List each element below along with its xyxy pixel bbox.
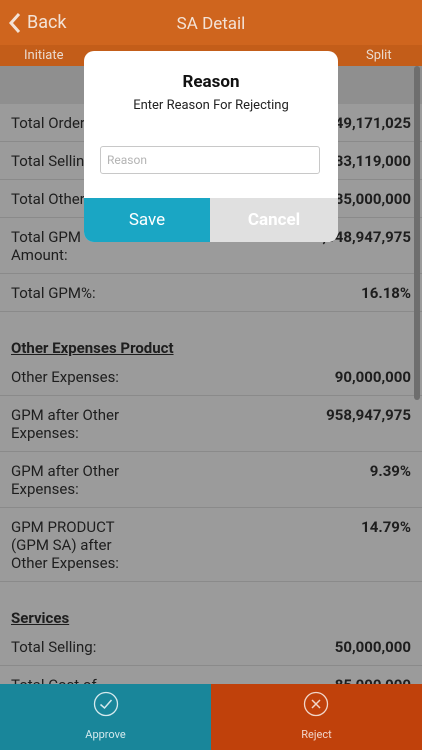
save-button[interactable]: Save <box>84 198 210 242</box>
footer: Approve Reject <box>0 684 422 750</box>
row-value: 90,000,000 <box>334 368 411 386</box>
cancel-button[interactable]: Cancel <box>210 198 338 242</box>
row-label: Total GPM%: <box>11 284 96 302</box>
label-line: Total GPM%: <box>11 284 96 302</box>
label-line: Total Orderi <box>11 114 89 132</box>
label-line: GPM PRODUCT <box>11 518 115 536</box>
section-title: Other Expenses Product <box>11 339 174 357</box>
row-value: 1,048,947,975 <box>313 228 411 246</box>
dialog-title: Reason <box>182 72 240 92</box>
header: Back SA Detail <box>0 0 422 45</box>
row-label: GPM after Other Expenses: <box>11 406 119 442</box>
row-value: 83,119,000 <box>334 152 411 170</box>
row: Total GPM Amount: 1,048,947,975 <box>0 218 422 274</box>
row-value: 85,000,000 <box>334 190 411 208</box>
reason-input[interactable]: Reason <box>100 146 320 174</box>
label-line: GPM after Other <box>11 406 120 424</box>
dialog: Reason Enter Reason For Rejecting Reason… <box>84 51 338 242</box>
label-line: Total GPM <box>11 228 81 246</box>
row-value: 16.18% <box>361 284 411 302</box>
row: GPM after Other Expenses: 9.39% <box>0 452 422 508</box>
row-label: Total Sellin <box>11 152 84 170</box>
row-value: 49,171,025 <box>334 114 411 132</box>
row-label: Other Expenses: <box>11 368 119 386</box>
label-line: (GPM SA) after <box>11 536 112 554</box>
label-line: Total Sellin <box>11 152 85 170</box>
title: SA Detail <box>176 14 246 34</box>
row-value: 14.79% <box>361 518 411 536</box>
row: Other Expenses: 90,000,000 <box>0 358 422 396</box>
placeholder: Reason <box>107 153 147 167</box>
back-icon[interactable] <box>8 12 22 34</box>
reject-label: Reject <box>301 728 332 741</box>
section-title: Services <box>11 609 70 627</box>
row: GPM after Other Expenses: 958,947,975 <box>0 396 422 452</box>
label-line: Total Cost of <box>11 676 97 684</box>
tab[interactable]: Initiate <box>24 48 64 63</box>
row: Total Selling: 50,000,000 <box>0 628 422 666</box>
label-line: Expenses: <box>11 424 79 442</box>
label-line: Expenses: <box>11 480 79 498</box>
row-value: 9.39% <box>369 462 411 480</box>
row-label: GPM after Other Expenses: <box>11 462 119 498</box>
scrollbar <box>414 66 420 400</box>
label-line: Other Expenses: <box>11 554 119 572</box>
content: Total Orderi 49,171,025 Total Sellin 83,119… <box>0 66 422 684</box>
row-value: 50,000,000 <box>334 638 411 656</box>
label-line: Total Others <box>11 190 93 208</box>
label-line: Total Selling: <box>11 638 97 656</box>
row-value: 958,947,975 <box>326 406 411 424</box>
row-label: Total Orderi <box>11 114 89 132</box>
label-line: Other Expenses: <box>11 368 119 386</box>
back-button[interactable]: Back <box>27 12 67 33</box>
approve-label: Approve <box>85 728 126 741</box>
row-label: Total Others <box>11 190 92 208</box>
row-label: Total Cost of <box>11 676 97 684</box>
reject-button[interactable]: Reject <box>211 684 422 750</box>
row-label: Total Selling: <box>11 638 96 656</box>
label-line: Amount: <box>11 246 68 264</box>
tab[interactable]: Split <box>366 48 392 63</box>
approve-button[interactable]: Approve <box>0 684 211 750</box>
row: Total GPM%: 16.18% <box>0 274 422 312</box>
dialog-message: Enter Reason For Rejecting <box>133 98 289 113</box>
row-label: Total GPM Amount: <box>11 228 81 264</box>
reject-icon <box>303 691 329 717</box>
row-label: GPM PRODUCT (GPM SA) after Other Expenses: <box>11 518 119 572</box>
label-line: GPM after Other <box>11 462 120 480</box>
row: GPM PRODUCT (GPM SA) after Other Expenses:… <box>0 508 422 582</box>
row-value: 85,000,000 <box>335 676 411 684</box>
approve-icon <box>93 691 119 717</box>
row: Total Cost of 85,000,000 <box>0 666 422 684</box>
